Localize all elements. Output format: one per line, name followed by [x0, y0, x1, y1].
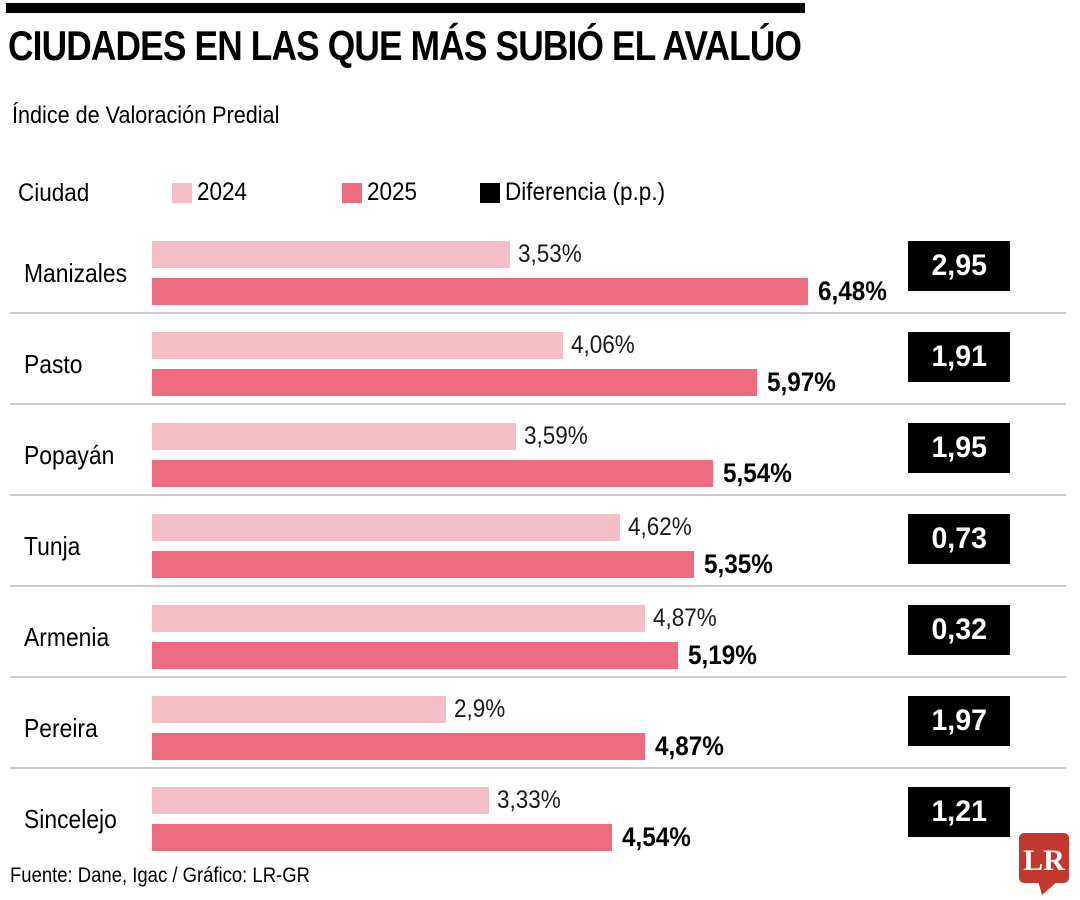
value-2025: 4,87%	[655, 731, 724, 761]
row-divider	[10, 676, 1066, 678]
bar-line: 2,9%	[152, 695, 511, 723]
source-credit: Fuente: Dane, Igac / Gráfico: LR-GR	[10, 864, 310, 887]
chart-legend: Ciudad 2024 2025 Diferencia (p.p.)	[0, 178, 1080, 207]
lr-logo: LR	[1018, 832, 1070, 896]
bar-2024	[152, 241, 510, 268]
bar-line: 4,06%	[152, 331, 642, 359]
city-label: Tunja	[24, 531, 81, 561]
legend-label: 2024	[197, 178, 248, 206]
bar-2025	[152, 551, 694, 578]
lr-logo-bubble: LR	[1019, 833, 1069, 895]
value-2025: 5,97%	[767, 367, 836, 397]
bar-2024	[152, 514, 620, 541]
legend-item-2024: 2024	[172, 178, 253, 207]
chart-subtitle: Índice de Valoración Predial	[12, 102, 280, 129]
row-divider	[10, 403, 1066, 405]
chart-row: Armenia 4,87% 5,19% 0,32	[0, 597, 1080, 688]
difference-value: 1,91	[931, 340, 987, 373]
value-2024: 3,59%	[524, 422, 588, 450]
chart-row: Tunja 4,62% 5,35% 0,73	[0, 506, 1080, 597]
value-2024: 3,33%	[497, 786, 561, 814]
city-label: Armenia	[24, 622, 110, 652]
legend-item-diferencia-p-p-: Diferencia (p.p.)	[480, 178, 683, 207]
bar-line: 3,59%	[152, 422, 595, 450]
bar-2025	[152, 369, 757, 396]
chart-row: Popayán 3,59% 5,54% 1,95	[0, 415, 1080, 506]
difference-value: 1,21	[931, 795, 987, 828]
bar-line: 5,19%	[152, 640, 765, 670]
bar-2025	[152, 824, 612, 851]
legend-ciudad-label: Ciudad	[18, 179, 90, 207]
difference-badge: 1,95	[908, 423, 1010, 473]
bar-2025	[152, 642, 678, 669]
city-label: Pereira	[24, 713, 98, 743]
value-2024: 4,06%	[571, 331, 635, 359]
legend-swatch	[342, 182, 362, 203]
legend-label: 2025	[367, 178, 418, 206]
difference-badge: 2,95	[908, 241, 1010, 291]
value-2025: 5,19%	[688, 640, 757, 670]
difference-value: 1,95	[931, 431, 987, 464]
difference-value: 1,97	[931, 704, 987, 737]
legend-swatch	[172, 182, 192, 203]
page-title: CIUDADES EN LAS QUE MÁS SUBIÓ EL AVALÚO	[8, 22, 802, 69]
difference-value: 0,32	[931, 613, 987, 646]
value-2025: 5,54%	[723, 458, 792, 488]
value-2024: 4,87%	[653, 604, 717, 632]
value-2024: 2,9%	[454, 695, 506, 723]
difference-value: 0,73	[931, 522, 987, 555]
bar-line: 5,54%	[152, 458, 800, 488]
bar-line: 4,62%	[152, 513, 699, 541]
bar-2024	[152, 423, 516, 450]
bar-2024	[152, 605, 645, 632]
bar-line: 3,53%	[152, 240, 589, 268]
city-label: Manizales	[24, 258, 128, 288]
bar-2025	[152, 278, 808, 305]
difference-badge: 0,32	[908, 605, 1010, 655]
chart-row: Manizales 3,53% 6,48% 2,95	[0, 233, 1080, 324]
bar-line: 6,48%	[152, 276, 895, 306]
difference-badge: 1,97	[908, 696, 1010, 746]
row-divider	[10, 312, 1066, 314]
bar-2025	[152, 733, 645, 760]
city-label: Popayán	[24, 440, 115, 470]
legend-label: Diferencia (p.p.)	[505, 178, 666, 206]
chart-row: Pereira 2,9% 4,87% 1,97	[0, 688, 1080, 779]
bar-2024	[152, 787, 489, 814]
difference-badge: 0,73	[908, 514, 1010, 564]
city-label: Sincelejo	[24, 804, 117, 834]
row-divider	[10, 585, 1066, 587]
bar-line: 4,87%	[152, 731, 732, 761]
chart-area: Manizales 3,53% 6,48% 2,95 Pasto 4,06% 5,97% 1,…	[0, 233, 1080, 870]
value-2024: 4,62%	[628, 513, 692, 541]
row-divider	[10, 494, 1066, 496]
top-accent-bar	[6, 3, 805, 13]
row-divider	[10, 767, 1066, 769]
lr-logo-text: LR	[1023, 844, 1065, 877]
value-2025: 5,35%	[704, 549, 773, 579]
bar-line: 4,87%	[152, 604, 724, 632]
value-2024: 3,53%	[518, 240, 582, 268]
lr-logo-rect	[1019, 833, 1069, 883]
bar-2024	[152, 332, 563, 359]
legend-item-2025: 2025	[342, 178, 423, 207]
bar-line: 5,97%	[152, 367, 844, 397]
lr-logo-tail	[1038, 881, 1058, 895]
bar-line: 4,54%	[152, 822, 699, 852]
chart-row: Pasto 4,06% 5,97% 1,91	[0, 324, 1080, 415]
value-2025: 6,48%	[818, 276, 887, 306]
bar-2025	[152, 460, 713, 487]
legend-swatch	[480, 182, 500, 203]
bar-line: 3,33%	[152, 786, 568, 814]
chart-row: Sincelejo 3,33% 4,54% 1,21	[0, 779, 1080, 870]
value-2025: 4,54%	[622, 822, 691, 852]
bar-line: 5,35%	[152, 549, 781, 579]
city-label: Pasto	[24, 349, 83, 379]
difference-badge: 1,21	[908, 787, 1010, 837]
difference-value: 2,95	[931, 249, 987, 282]
difference-badge: 1,91	[908, 332, 1010, 382]
bar-2024	[152, 696, 446, 723]
